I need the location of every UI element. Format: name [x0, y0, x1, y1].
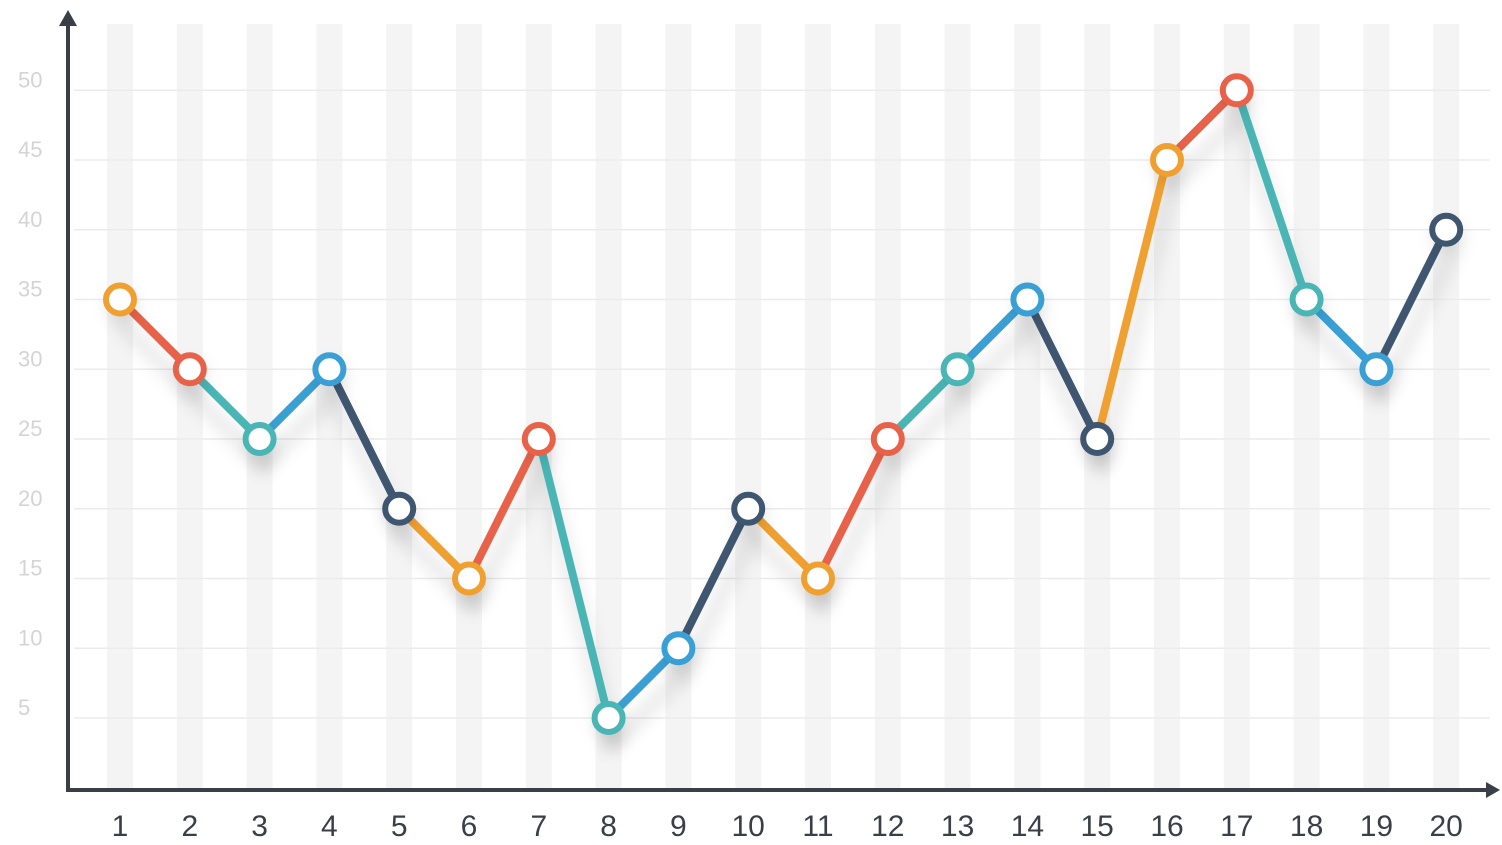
column-stripe: [1293, 24, 1320, 788]
x-tick-label: 12: [871, 810, 904, 843]
data-points: [103, 73, 1464, 741]
x-tick-label: 11: [802, 810, 833, 843]
column-stripe: [805, 24, 831, 788]
column-stripe: [525, 24, 552, 788]
x-tick-label: 7: [530, 810, 547, 843]
data-point: [801, 561, 835, 596]
line-segment: [1372, 225, 1451, 374]
y-axis-arrow-icon: [59, 10, 77, 26]
x-tick-label: 4: [321, 810, 338, 843]
data-point: [1359, 352, 1394, 387]
column-stripe: [1014, 24, 1041, 788]
line-segment-shadow: [1164, 109, 1248, 193]
column-stripe: [107, 24, 133, 788]
y-tick-label: 30: [18, 346, 42, 371]
column-stripe: [456, 24, 482, 788]
y-tick-label: 20: [18, 486, 42, 511]
y-tick-label: 15: [18, 556, 42, 581]
data-point: [1219, 73, 1254, 108]
x-tick-label: 15: [1081, 810, 1114, 843]
line-segment-shadow: [954, 318, 1039, 403]
x-tick-label: 2: [181, 810, 198, 843]
x-tick-label: 14: [1011, 810, 1044, 843]
y-tick-label: 45: [18, 137, 42, 162]
y-tick-label: 50: [18, 67, 42, 92]
column-stripe: [246, 24, 273, 788]
y-tick-label: 10: [18, 625, 42, 650]
line-segment: [534, 435, 613, 722]
x-tick-label: 5: [391, 810, 408, 843]
data-point: [870, 422, 905, 456]
y-axis-ticks: 5 10 15 20 25 30 35 40 45 50: [18, 67, 42, 720]
data-point: [1289, 282, 1324, 317]
x-tick-label: 13: [941, 810, 974, 843]
line-segment-shadow: [605, 667, 690, 751]
y-tick-label: 25: [18, 416, 42, 441]
axes: [59, 10, 1500, 798]
data-point: [312, 352, 347, 387]
data-point: [940, 352, 975, 387]
data-point: [1080, 422, 1115, 456]
data-point: [521, 422, 556, 456]
data-point: [382, 491, 417, 526]
data-point: [172, 352, 207, 387]
x-tick-label: 18: [1290, 810, 1323, 843]
data-point: [1429, 212, 1464, 247]
line-segment-shadow: [1094, 179, 1178, 472]
line-segment: [325, 365, 404, 513]
x-tick-label: 8: [600, 810, 617, 843]
x-tick-label: 17: [1220, 810, 1253, 843]
column-stripe: [735, 24, 762, 788]
x-tick-label: 19: [1360, 810, 1393, 843]
column-stripe: [1363, 24, 1390, 788]
data-point: [103, 282, 137, 317]
data-point: [731, 491, 766, 526]
column-stripe: [595, 24, 622, 788]
data-point: [452, 561, 486, 596]
x-tick-label: 1: [112, 810, 129, 843]
x-axis-arrow-icon: [1486, 782, 1500, 798]
line-segment: [814, 435, 892, 583]
data-point: [242, 422, 277, 456]
data-point: [591, 701, 626, 735]
x-tick-label: 9: [670, 810, 687, 843]
y-tick-label: 40: [18, 207, 42, 232]
line-segment: [465, 435, 543, 583]
data-point: [661, 631, 696, 666]
x-tick-label: 10: [732, 810, 765, 843]
x-axis-ticks: 1 2 3 4 5 6 7 8 9 10 11 12 13 14 15 16 17 18 19 20: [112, 810, 1463, 843]
column-stripes: [107, 24, 1460, 788]
line-segment: [1232, 86, 1311, 304]
y-tick-label: 35: [18, 277, 42, 302]
y-tick-label: 5: [18, 695, 30, 720]
column-stripe: [1433, 24, 1460, 788]
column-stripe: [1154, 24, 1180, 788]
line-segment: [1093, 156, 1171, 443]
line-segment-shadow: [884, 388, 969, 472]
line-segment: [1023, 295, 1102, 443]
data-point: [1010, 282, 1045, 317]
x-tick-label: 3: [251, 810, 268, 843]
column-stripe: [386, 24, 413, 788]
column-stripe: [874, 24, 901, 788]
x-tick-label: 6: [461, 810, 478, 843]
line-segment-shadow: [256, 388, 341, 472]
data-point: [1150, 143, 1184, 177]
x-tick-label: 20: [1430, 810, 1463, 843]
gridlines: [74, 89, 1490, 719]
line-segment: [674, 504, 753, 653]
x-tick-label: 16: [1150, 810, 1183, 843]
